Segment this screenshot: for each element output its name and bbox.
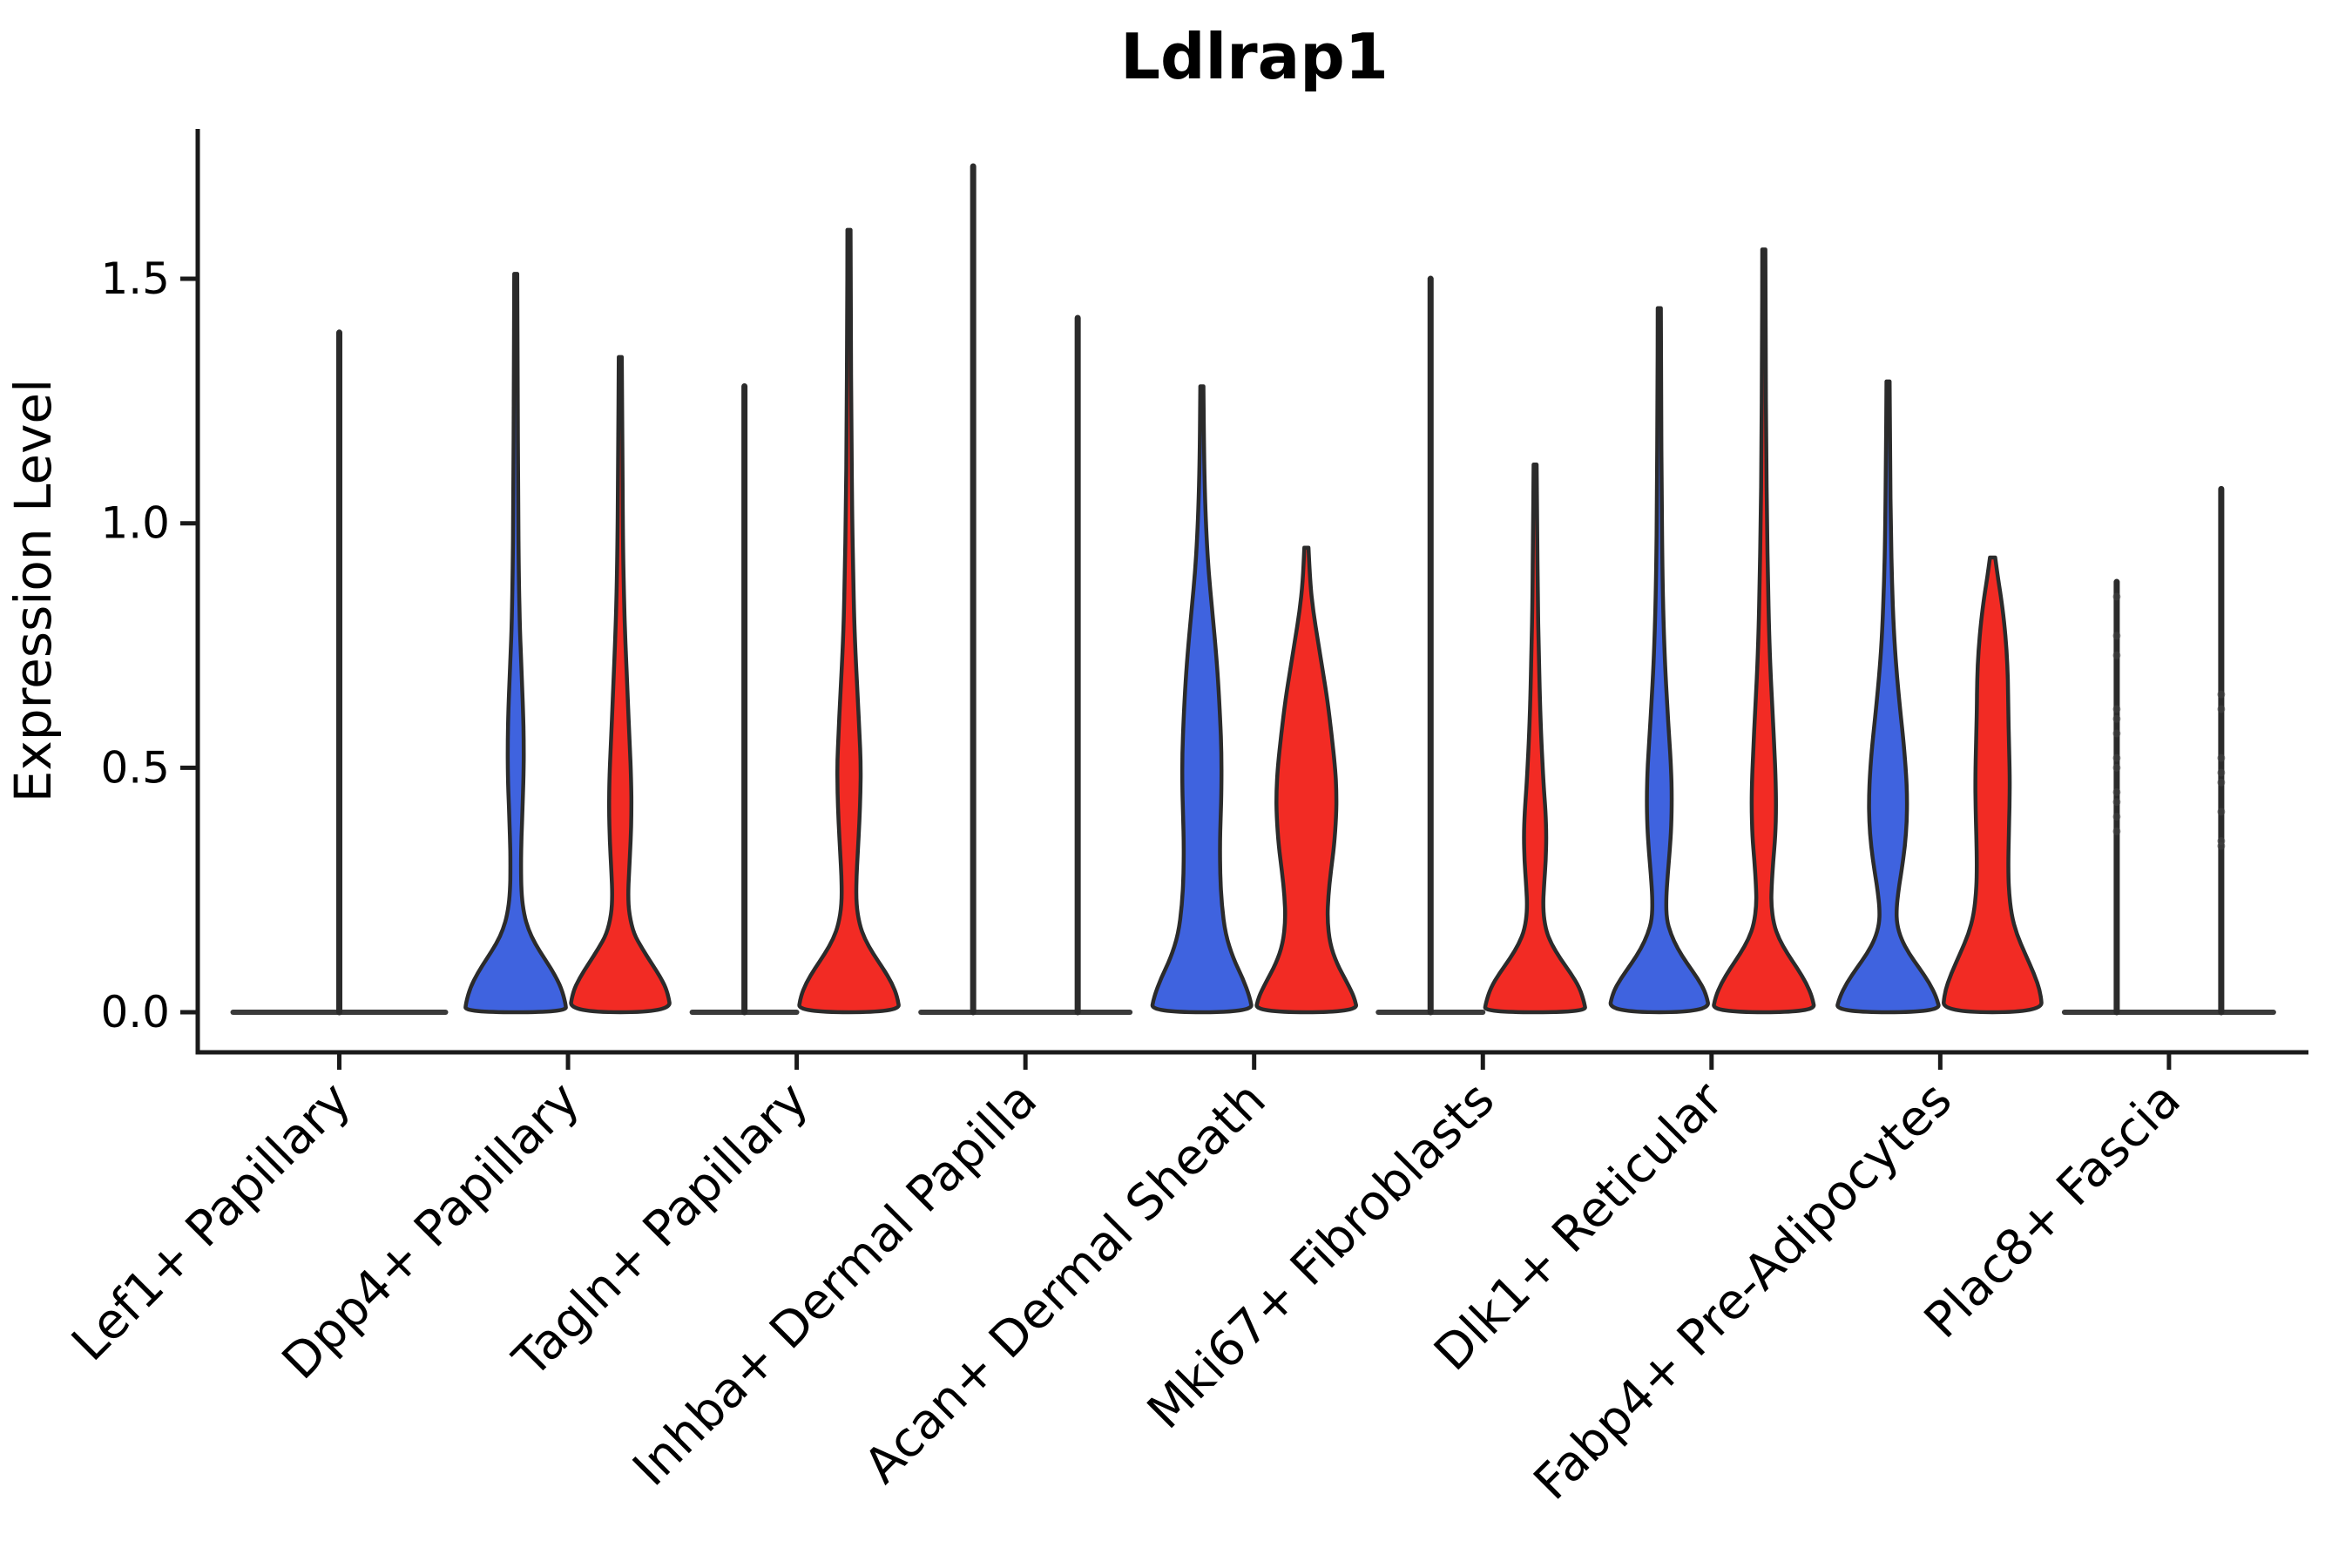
y-tick-label: 1.5 [100, 253, 170, 304]
violin-dlk1-reticular-red [1712, 247, 1816, 1015]
jitter-dot [2217, 690, 2226, 699]
jitter-dot [2112, 651, 2121, 659]
x-tick-label-inhba-dermal-papilla: Inhba+ Dermal Papilla [622, 1071, 1048, 1497]
y-tick-label: 0.0 [100, 987, 170, 1037]
y-tick-label: 1.0 [100, 498, 170, 549]
violin-acan-dermal-sheath-blue [1150, 384, 1254, 1015]
chart-title: Ldlrap1 [1120, 20, 1389, 93]
jitter-dot [2112, 754, 2121, 762]
jitter-dot [2112, 729, 2121, 738]
violin-fabp4-pre-adipocytes-blue [1835, 379, 1941, 1015]
jitter-dot [2112, 705, 2121, 713]
jitter-dot [2217, 778, 2226, 787]
violin-dpp4-papillary-red [569, 355, 672, 1015]
jitter-dot [2112, 763, 2121, 772]
violin-mki67-fibroblasts-red [1483, 463, 1587, 1015]
violin-dpp4-papillary-blue [463, 272, 568, 1015]
jitter-dot [2112, 827, 2121, 835]
jitter-dot [2112, 592, 2121, 601]
violin-tagln-papillary-red [797, 227, 901, 1015]
jitter-dot [2112, 714, 2121, 723]
y-axis-label: Expression Level [3, 379, 63, 802]
jitter-dot [2217, 808, 2226, 816]
violin-dlk1-reticular-blue [1608, 306, 1710, 1015]
y-tick-label: 0.5 [100, 742, 170, 793]
jitter-dot [2217, 768, 2226, 777]
x-tick-label-acan-dermal-sheath: Acan+ Dermal Sheath [854, 1071, 1277, 1495]
jitter-dot [2112, 632, 2121, 640]
jitter-dot [2217, 841, 2226, 850]
jitter-dot [2112, 787, 2121, 796]
violin-fabp4-pre-adipocytes-red [1942, 555, 2044, 1015]
x-tick-label-fabp4-pre-adipocytes: Fabp4+ Pre-Adipocytes [1524, 1071, 1963, 1511]
jitter-dot [2112, 798, 2121, 807]
violin-acan-dermal-sheath-red [1254, 545, 1358, 1015]
jitter-dot [2217, 754, 2226, 762]
jitter-dot [2112, 812, 2121, 821]
jitter-dot [2217, 705, 2226, 713]
